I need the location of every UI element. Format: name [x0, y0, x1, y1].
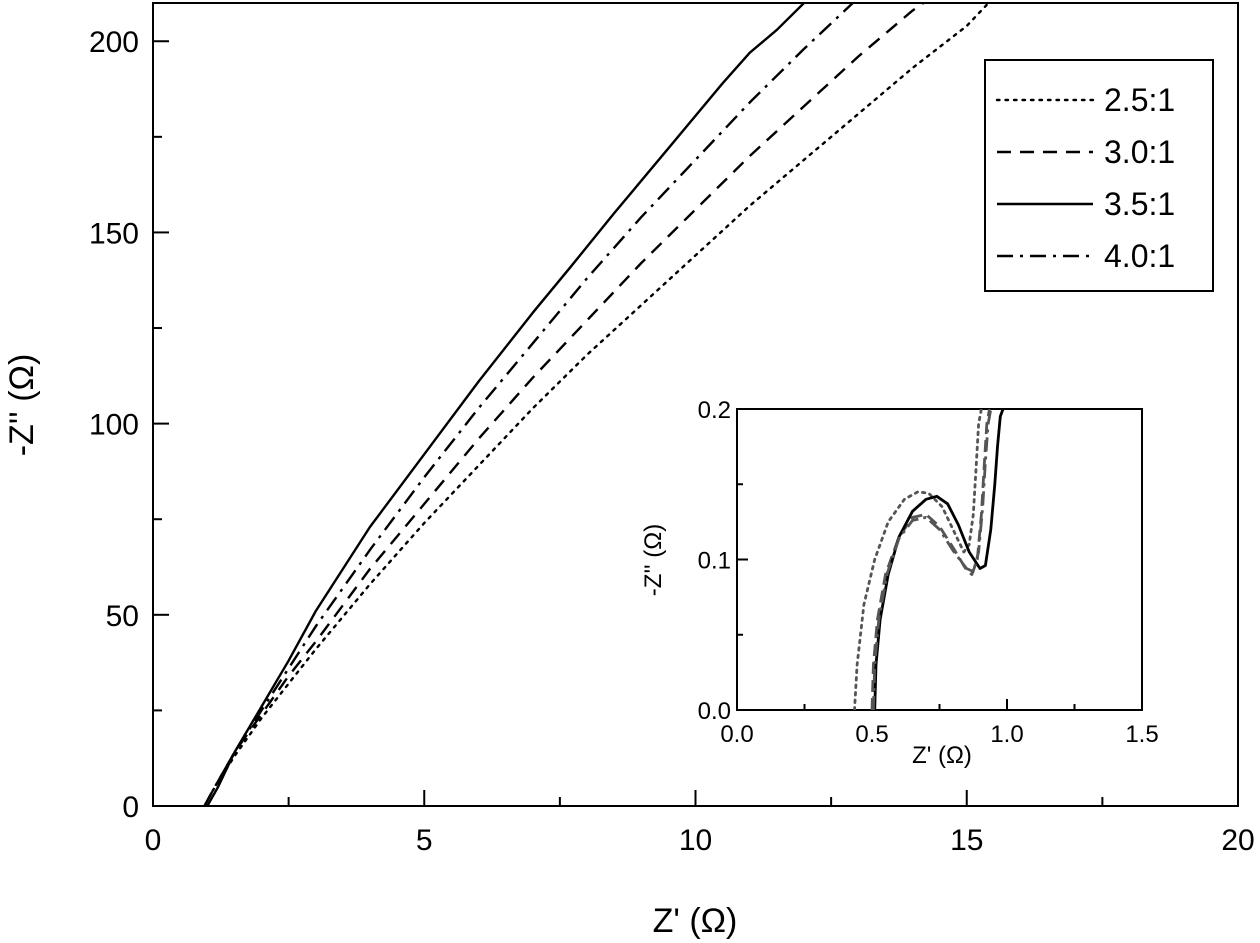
inset-tick-labels: 0.0 0.5 1.0 1.5 0.0 0.1 0.2 — [698, 397, 1159, 748]
legend-label: 3.0:1 — [1104, 134, 1175, 170]
y-tick-label: 0.1 — [698, 548, 731, 575]
main-ticks — [152, 40, 1239, 807]
x-tick-label: 0.5 — [855, 721, 888, 748]
x-tick-label: 1.5 — [1125, 721, 1158, 748]
legend-label: 3.5:1 — [1104, 186, 1175, 222]
inset-plot-background — [737, 409, 1142, 710]
series-line-4-0-1 — [872, 409, 993, 710]
y-tick-label: 0 — [122, 791, 139, 824]
y-tick-label: 200 — [89, 26, 139, 59]
series-line-3-0-1 — [203, 3, 924, 806]
inset-series — [853, 409, 1005, 710]
inset-x-axis-title: Z' (Ω) — [912, 742, 972, 769]
series-line-2-5-1 — [853, 409, 983, 710]
x-axis-title: Z' (Ω) — [653, 902, 738, 940]
x-tick-label: 20 — [1221, 824, 1254, 857]
y-axis-title: -Z'' (Ω) — [3, 354, 41, 457]
main-series — [203, 3, 990, 806]
series-line-2-5-1 — [203, 3, 990, 806]
y-tick-label: 150 — [89, 217, 139, 250]
legend-items: 2.5:1 3.0:1 3.5:1 4.0:1 — [995, 82, 1175, 274]
x-tick-label: 5 — [416, 824, 433, 857]
y-tick-label: 0.2 — [698, 397, 731, 424]
x-tick-label: 0 — [145, 824, 162, 857]
x-tick-label: 10 — [679, 824, 712, 857]
inset-y-axis-title: -Z'' (Ω) — [640, 524, 667, 596]
series-line-3-5-1 — [206, 3, 805, 806]
legend-box — [984, 59, 1214, 292]
series-line-4-0-1 — [203, 3, 854, 806]
inset-plot: 0.0 0.5 1.0 1.5 0.0 0.1 0.2 Z' (Ω) -Z'' (Ω) — [640, 397, 1159, 769]
y-tick-label: 100 — [89, 409, 139, 442]
legend-label: 2.5:1 — [1104, 82, 1175, 118]
legend-label: 4.0:1 — [1104, 238, 1175, 274]
x-tick-label: 0.0 — [720, 721, 753, 748]
y-tick-label: 50 — [106, 600, 139, 633]
x-tick-label: 15 — [950, 824, 983, 857]
y-tick-label: 0.0 — [698, 698, 731, 725]
legend: 2.5:1 3.0:1 3.5:1 4.0:1 — [984, 59, 1214, 292]
x-tick-label: 1.0 — [990, 721, 1023, 748]
